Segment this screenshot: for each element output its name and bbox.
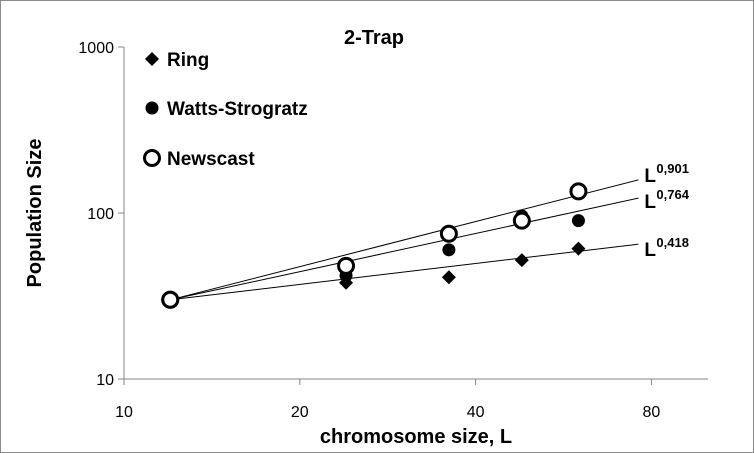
ticks: 10 100 1000 10 20 40 80 (78, 40, 660, 421)
legend-watts-strogratz-marker-icon (145, 101, 159, 115)
data-point-watts-strogratz (442, 243, 456, 257)
fit-lines (170, 179, 639, 301)
y-tick-label: 10 (96, 372, 114, 389)
legend-watts-strogratz-label: Watts-Strogratz (167, 99, 308, 120)
x-tick-label: 20 (291, 404, 309, 421)
y-tick-label: 1000 (78, 40, 114, 57)
axes (123, 47, 708, 380)
fit-line-ring (170, 243, 639, 301)
legend-newscast-marker-icon (143, 149, 161, 167)
fit-label-exponent: 0,901 (656, 161, 689, 176)
data-point-watts-strogratz (571, 214, 585, 228)
data-point-ring (441, 270, 456, 285)
legend-newscast-label: Newscast (167, 149, 255, 170)
legend-item-watts-strogratz: Watts-Strogratz (145, 99, 308, 120)
data-point-ring (514, 253, 529, 268)
data-points (161, 182, 588, 309)
x-tick-label: 80 (643, 404, 661, 421)
fit-label-base: L (644, 192, 656, 213)
x-axis-title: chromosome size, L (320, 426, 512, 448)
x-tick-label: 40 (467, 404, 485, 421)
data-point-ring (571, 241, 586, 256)
fit-label-exponent: 0,418 (656, 235, 689, 250)
fit-label-base: L (644, 240, 656, 261)
data-point-newscast (161, 290, 180, 309)
fit-line-newscast (170, 179, 639, 301)
legend-item-ring: Ring (145, 50, 209, 71)
legend-ring-label: Ring (167, 50, 209, 71)
legend-ring-marker-icon (145, 52, 159, 66)
data-point-newscast (337, 256, 356, 275)
fit-line-watts-strogratz (170, 197, 639, 301)
legend-item-newscast: Newscast (143, 149, 255, 170)
fit-label-base: L (644, 166, 656, 187)
data-point-newscast (512, 211, 531, 230)
data-point-newscast (569, 182, 588, 201)
y-axis-title: Population Size (24, 139, 46, 288)
x-tick-label: 10 (115, 404, 133, 421)
fit-label-exponent: 0,764 (656, 187, 689, 202)
y-tick-label: 100 (87, 206, 114, 223)
legend: Ring Watts-Strogratz Newscast (143, 50, 308, 170)
data-point-newscast (439, 224, 458, 243)
chart-title: 2-Trap (344, 27, 404, 49)
